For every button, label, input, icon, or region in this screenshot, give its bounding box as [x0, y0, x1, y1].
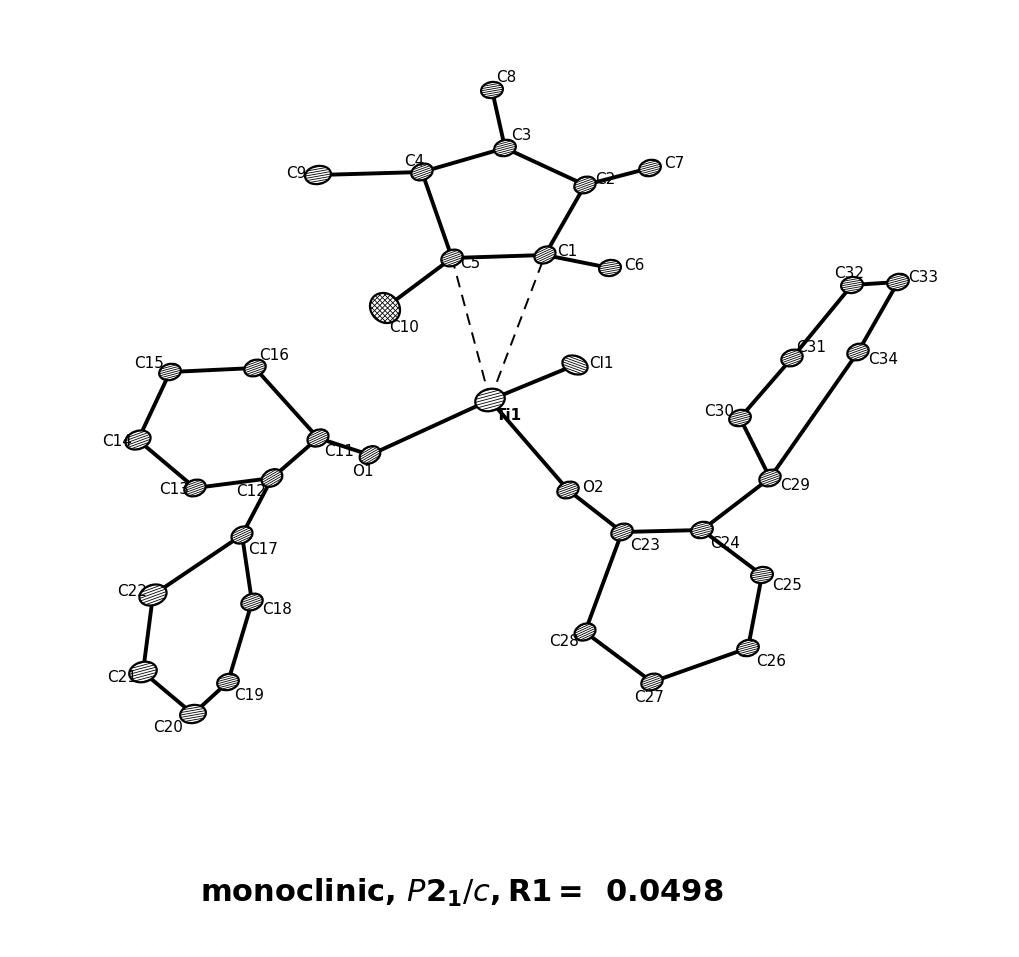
- Text: C30: C30: [704, 405, 734, 419]
- Ellipse shape: [242, 593, 263, 611]
- Ellipse shape: [730, 410, 751, 426]
- Ellipse shape: [262, 469, 282, 487]
- Ellipse shape: [599, 260, 621, 277]
- Text: C31: C31: [796, 341, 826, 355]
- Text: C21: C21: [107, 671, 137, 685]
- Text: C10: C10: [389, 321, 419, 336]
- Text: C25: C25: [772, 577, 802, 592]
- Text: C33: C33: [908, 271, 938, 285]
- Ellipse shape: [759, 470, 781, 486]
- Text: O1: O1: [352, 463, 374, 478]
- Text: C4: C4: [404, 154, 424, 169]
- Text: C7: C7: [664, 157, 684, 171]
- Ellipse shape: [737, 640, 759, 657]
- Text: C8: C8: [496, 71, 517, 85]
- Ellipse shape: [782, 349, 803, 367]
- Ellipse shape: [305, 166, 331, 184]
- Ellipse shape: [848, 344, 868, 361]
- Text: C9: C9: [286, 166, 307, 181]
- Text: C19: C19: [234, 688, 264, 703]
- Ellipse shape: [575, 623, 595, 640]
- Ellipse shape: [611, 523, 633, 541]
- Text: C3: C3: [511, 128, 531, 144]
- Ellipse shape: [557, 481, 579, 499]
- Ellipse shape: [140, 585, 166, 606]
- Text: C23: C23: [630, 539, 660, 553]
- Text: C5: C5: [460, 256, 480, 272]
- Text: monoclinic, $\mathbf{\mathit{P}}$$\mathbf{2_1}$$\mathbf{\mathit{/c}}$$\mathbf{, : monoclinic, $\mathbf{\mathit{P}}$$\mathb…: [200, 877, 723, 909]
- Ellipse shape: [751, 567, 773, 583]
- Text: C15: C15: [135, 357, 164, 371]
- Ellipse shape: [481, 82, 503, 99]
- Ellipse shape: [535, 246, 555, 263]
- Text: C18: C18: [262, 603, 291, 617]
- Text: C11: C11: [324, 444, 354, 459]
- Ellipse shape: [129, 661, 157, 682]
- Text: C26: C26: [756, 655, 786, 670]
- Ellipse shape: [494, 140, 516, 156]
- Text: C2: C2: [595, 171, 615, 187]
- Ellipse shape: [639, 160, 661, 176]
- Text: C6: C6: [624, 258, 644, 274]
- Ellipse shape: [641, 674, 662, 690]
- Text: C17: C17: [248, 542, 278, 557]
- Text: C29: C29: [780, 478, 810, 494]
- Ellipse shape: [217, 674, 238, 690]
- Ellipse shape: [370, 293, 400, 323]
- Text: Cl1: Cl1: [589, 355, 613, 370]
- Text: C34: C34: [868, 352, 898, 367]
- Ellipse shape: [360, 446, 380, 464]
- Text: C14: C14: [102, 434, 131, 450]
- Text: C22: C22: [117, 584, 147, 598]
- Text: Ti1: Ti1: [496, 409, 522, 424]
- Text: C20: C20: [153, 721, 182, 736]
- Ellipse shape: [184, 479, 206, 497]
- Ellipse shape: [691, 522, 713, 538]
- Ellipse shape: [888, 274, 909, 290]
- Ellipse shape: [159, 364, 180, 380]
- Text: O2: O2: [582, 480, 603, 496]
- Ellipse shape: [841, 277, 863, 293]
- Ellipse shape: [562, 355, 588, 374]
- Text: C28: C28: [549, 634, 579, 650]
- Ellipse shape: [475, 389, 504, 412]
- Text: C12: C12: [236, 484, 266, 500]
- Text: C24: C24: [710, 537, 740, 551]
- Text: C27: C27: [634, 691, 663, 705]
- Ellipse shape: [412, 164, 433, 181]
- Text: C1: C1: [557, 243, 577, 258]
- Ellipse shape: [125, 431, 151, 450]
- Ellipse shape: [441, 250, 463, 266]
- Text: C16: C16: [259, 348, 289, 364]
- Ellipse shape: [308, 430, 328, 447]
- Ellipse shape: [575, 177, 596, 193]
- Ellipse shape: [231, 526, 253, 544]
- Text: C13: C13: [159, 482, 189, 498]
- Ellipse shape: [180, 705, 206, 723]
- Ellipse shape: [245, 360, 266, 376]
- Text: C32: C32: [834, 265, 864, 280]
